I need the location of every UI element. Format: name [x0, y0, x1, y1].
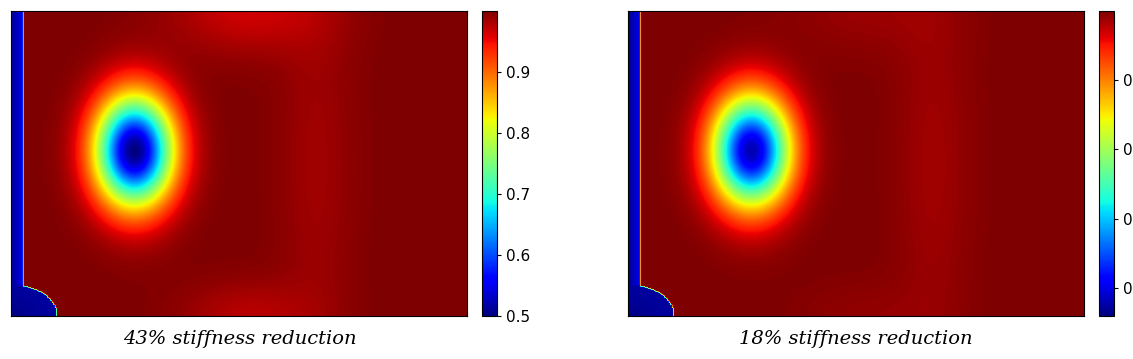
X-axis label: 43% stiffness reduction: 43% stiffness reduction: [122, 330, 356, 348]
X-axis label: 18% stiffness reduction: 18% stiffness reduction: [740, 330, 973, 348]
